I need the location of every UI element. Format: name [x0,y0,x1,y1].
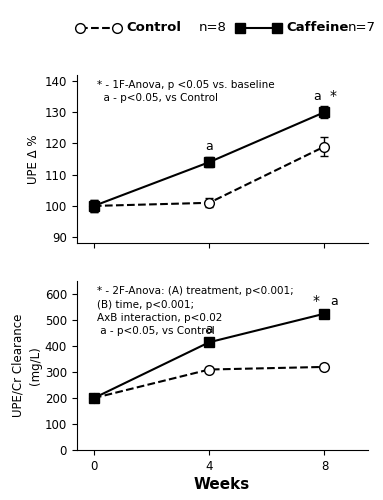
Text: * - 2F-Anova: (A) treatment, p<0.001;
(B) time, p<0.001;
AxB interaction, p<0.02: * - 2F-Anova: (A) treatment, p<0.001; (B… [97,286,294,336]
Text: Caffeine: Caffeine [286,21,349,34]
Text: *: * [330,90,337,104]
Text: a: a [205,140,213,153]
Text: a: a [313,90,321,104]
Y-axis label: UPE Δ %: UPE Δ % [27,134,40,184]
Text: a: a [331,294,339,308]
Text: Control: Control [126,21,181,34]
Text: n=7: n=7 [347,21,375,34]
X-axis label: Weeks: Weeks [194,477,250,492]
Text: *: * [312,294,319,308]
Text: n=8: n=8 [199,21,227,34]
Text: * - 1F-Anova, p <0.05 vs. baseline
  a - p<0.05, vs Control: * - 1F-Anova, p <0.05 vs. baseline a - p… [97,80,275,103]
Y-axis label: UPE/Cr Clearance
(mg/L): UPE/Cr Clearance (mg/L) [12,314,42,418]
Text: a: a [205,323,213,336]
